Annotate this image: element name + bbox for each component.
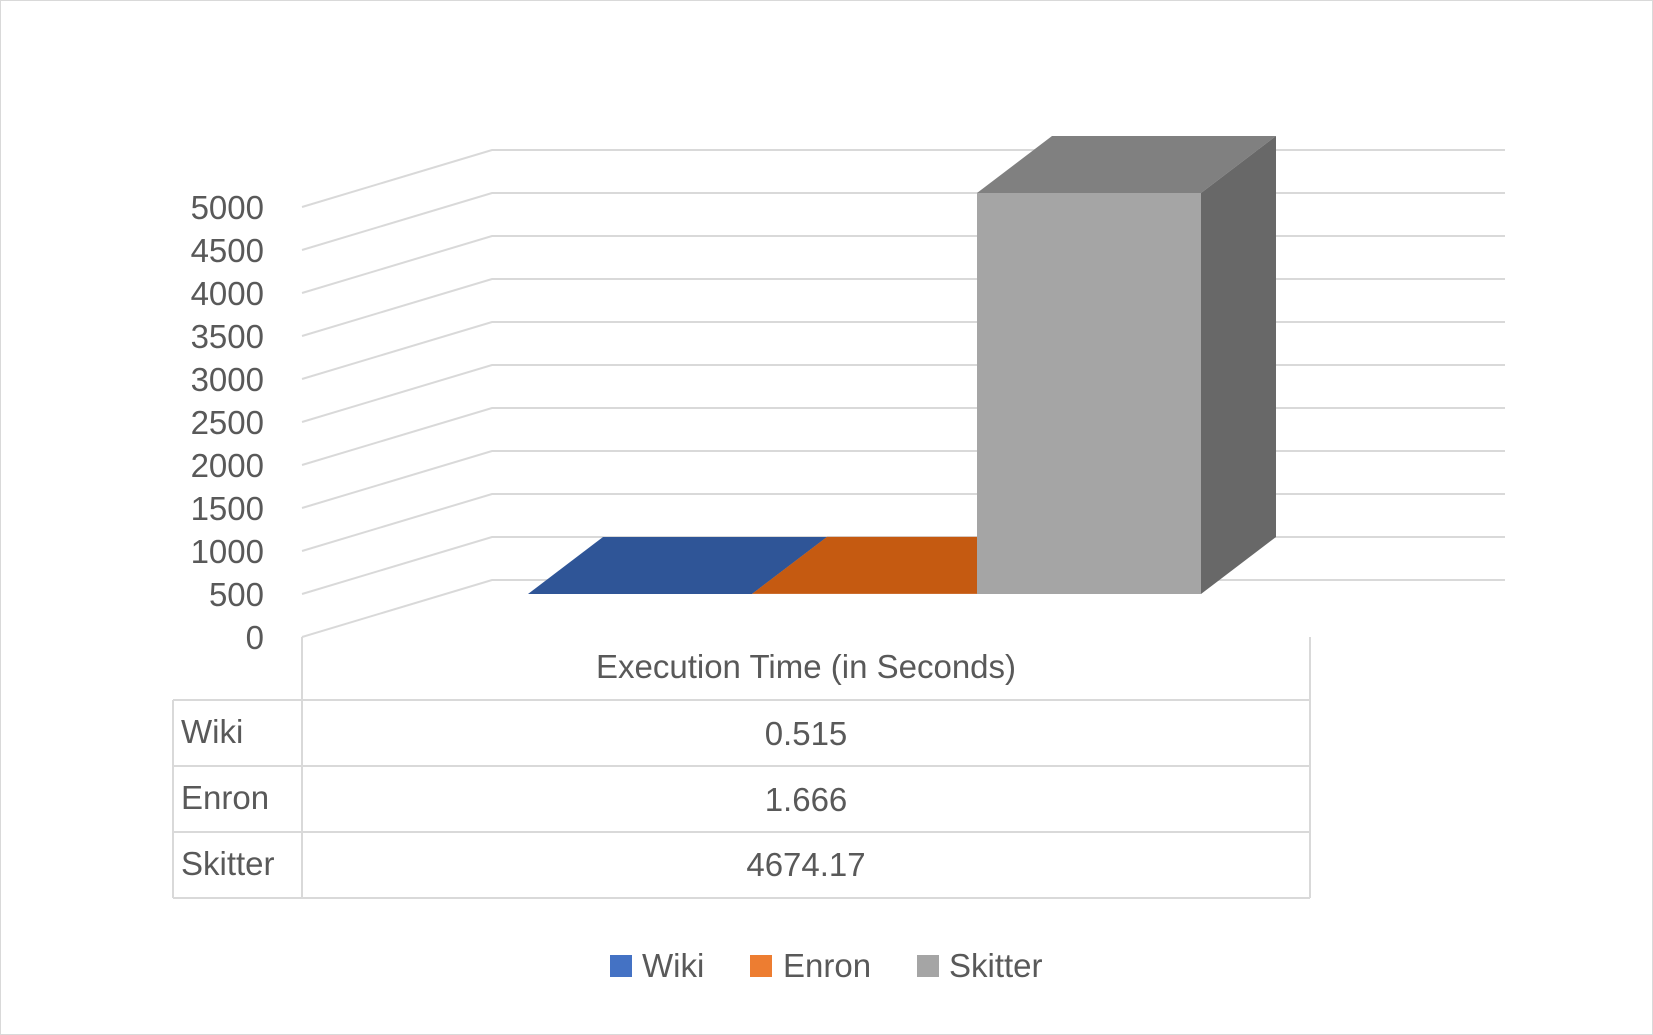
y-tick-5000: 5000 xyxy=(191,189,264,226)
bar-skitter xyxy=(977,136,1276,594)
data-table-row-label-wiki: Wiki xyxy=(181,713,243,750)
bar-wiki xyxy=(528,536,827,594)
y-tick-3500: 3500 xyxy=(191,318,264,355)
legend-label-wiki: Wiki xyxy=(642,947,704,984)
gridline-2000 xyxy=(301,407,1505,466)
bar-side-skitter xyxy=(1201,136,1276,594)
data-table-row-label-skitter: Skitter xyxy=(181,845,275,882)
y-tick-2000: 2000 xyxy=(191,447,264,484)
data-table-value-wiki: 0.515 xyxy=(765,715,848,752)
gridline-4000 xyxy=(301,235,1505,294)
y-axis-ticks: 0 500 1000 1500 2000 2500 3000 3500 4000 4500 5000 xyxy=(191,189,264,656)
gridline-4500 xyxy=(301,192,1505,251)
y-tick-4500: 4500 xyxy=(191,232,264,269)
y-tick-3000: 3000 xyxy=(191,361,264,398)
y-tick-1000: 1000 xyxy=(191,533,264,570)
legend-label-skitter: Skitter xyxy=(949,947,1043,984)
bars xyxy=(528,136,1276,594)
y-tick-1500: 1500 xyxy=(191,490,264,527)
data-table: Execution Time (in Seconds) Wiki 0.515 E… xyxy=(181,648,1016,883)
gridline-2500 xyxy=(301,364,1505,423)
y-tick-500: 500 xyxy=(209,576,264,613)
data-table-column-header: Execution Time (in Seconds) xyxy=(596,648,1016,685)
gridline-3000 xyxy=(301,321,1505,380)
bar-top-skitter xyxy=(977,136,1276,193)
legend-label-enron: Enron xyxy=(783,947,871,984)
bar-front-skitter xyxy=(977,193,1201,594)
legend-swatch-enron xyxy=(750,955,772,977)
legend: Wiki Enron Skitter xyxy=(610,947,1043,984)
data-table-row-label-enron: Enron xyxy=(181,779,269,816)
gridline-1500 xyxy=(301,450,1505,509)
data-table-value-skitter: 4674.17 xyxy=(746,846,865,883)
legend-swatch-skitter xyxy=(917,955,939,977)
data-table-lines xyxy=(172,637,1311,899)
legend-swatch-wiki xyxy=(610,955,632,977)
gridline-5000 xyxy=(301,149,1505,208)
y-tick-4000: 4000 xyxy=(191,275,264,312)
data-table-value-enron: 1.666 xyxy=(765,781,848,818)
gridline-3500 xyxy=(301,278,1505,337)
bar-top-wiki xyxy=(528,536,827,594)
y-tick-2500: 2500 xyxy=(191,404,264,441)
y-tick-0: 0 xyxy=(246,619,264,656)
